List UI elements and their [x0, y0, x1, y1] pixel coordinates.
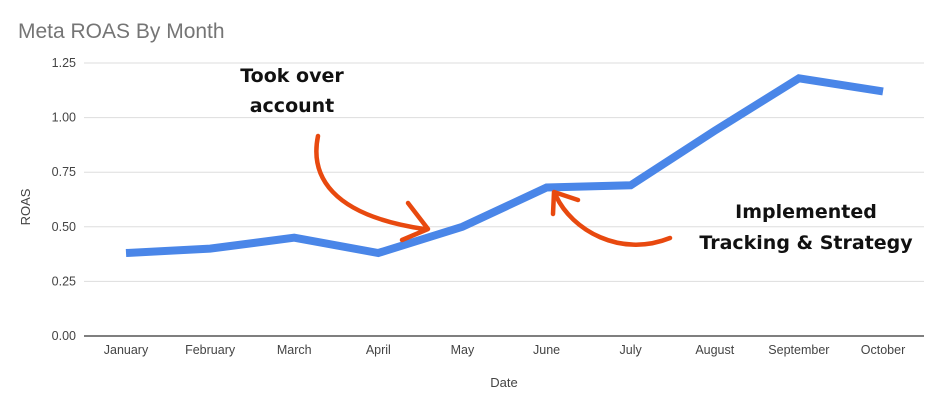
annotation-arrow-took-over [314, 133, 427, 232]
annotation-took-over: Took over account [240, 65, 431, 243]
data-point-may [459, 224, 465, 230]
data-point-january [123, 250, 129, 256]
annotation-took-over-line-1: Took over [240, 65, 344, 87]
y-tick-label-0: 0.00 [52, 329, 76, 343]
y-axis-label: ROAS [18, 188, 33, 225]
annotation-arrow-implemented-head [550, 189, 581, 217]
chart-title: Meta ROAS By Month [18, 20, 225, 43]
series-line-0 [125, 74, 884, 258]
y-tick-label-1: 0.25 [52, 274, 76, 288]
data-point-june [544, 184, 550, 190]
data-point-august [712, 128, 718, 134]
gridlines [84, 62, 924, 337]
x-tick-label-2: March [277, 343, 312, 357]
y-tick-label-5: 1.25 [52, 56, 76, 70]
x-tick-label-0: January [104, 343, 149, 357]
x-tick-label-9: October [861, 343, 905, 357]
y-tick-label-4: 1.00 [52, 111, 76, 125]
x-tick-label-1: February [185, 343, 236, 357]
annotation-took-over-line-2: account [250, 95, 335, 117]
data-point-july [628, 182, 634, 188]
x-axis-label: Date [490, 375, 517, 390]
series-group [123, 74, 886, 258]
x-tick-label-7: August [695, 343, 734, 357]
x-tick-label-4: May [451, 343, 475, 357]
data-point-march [291, 235, 297, 241]
data-point-february [207, 246, 213, 252]
y-axis-tick-labels: 0.00 0.25 0.50 0.75 1.00 1.25 [52, 56, 76, 343]
x-axis-tick-labels: January February March April May June July Augu… [104, 343, 905, 357]
y-tick-label-2: 0.50 [52, 220, 76, 234]
annotation-implemented: Implemented Tracking & Strategy [550, 189, 913, 254]
x-tick-label-3: April [366, 343, 391, 357]
data-point-october [880, 88, 886, 94]
y-tick-label-3: 0.75 [52, 165, 76, 179]
x-tick-label-5: June [533, 343, 560, 357]
annotation-implemented-line-1: Implemented [735, 201, 877, 223]
x-tick-label-8: September [768, 343, 829, 357]
data-point-september [796, 75, 802, 81]
annotation-arrow-took-over-head [399, 200, 431, 243]
x-tick-label-6: July [620, 343, 643, 357]
annotation-implemented-line-2: Tracking & Strategy [699, 232, 913, 254]
annotation-arrow-implemented [553, 193, 673, 247]
data-point-april [375, 250, 381, 256]
